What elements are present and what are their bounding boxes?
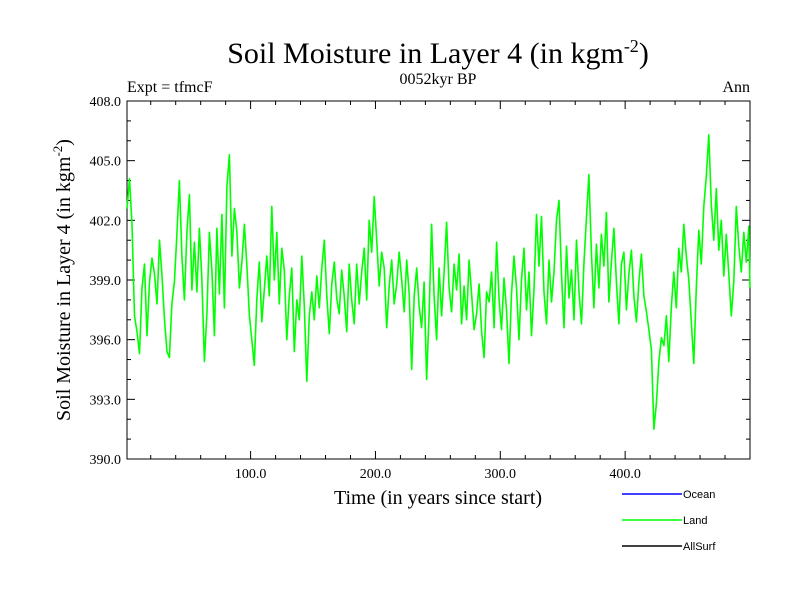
x-tick-label-3: 400.0 xyxy=(609,467,641,482)
y-tick-label-1: 393.0 xyxy=(90,393,122,408)
x-tick-label-0: 100.0 xyxy=(235,467,267,482)
y-axis: 390.0 393.0 396.0 399.0 402.0 405.0 408.0 xyxy=(90,95,750,468)
y-axis-label-superscript: -2 xyxy=(50,146,65,157)
y-tick-label-0: 390.0 xyxy=(90,453,122,468)
x-axis-label: Time (in years since start) xyxy=(334,487,542,509)
y-axis-label: Soil Moisture in Layer 4 (in kgm-2) xyxy=(50,139,75,421)
series-line-land xyxy=(126,134,751,430)
x-tick-label-2: 300.0 xyxy=(485,467,517,482)
legend-label-ocean: Ocean xyxy=(683,489,715,501)
chart-subtitle: 0052kyr BP xyxy=(400,71,477,88)
y-tick-label-2: 396.0 xyxy=(90,334,122,349)
experiment-label: Expt = tfmcF xyxy=(127,79,213,96)
plot-area: 390.0 393.0 396.0 399.0 402.0 405.0 408.0 100.… xyxy=(90,95,751,482)
y-tick-label-4: 402.0 xyxy=(90,214,122,229)
season-label: Ann xyxy=(722,79,750,96)
legend-label-allsurf: AllSurf xyxy=(683,541,716,553)
y-tick-label-5: 405.0 xyxy=(90,155,122,170)
y-axis-label-main: Soil Moisture in Layer 4 (in kgm xyxy=(53,156,75,421)
chart-title-close: ) xyxy=(639,37,649,70)
series-layer xyxy=(126,134,751,430)
legend-label-land: Land xyxy=(683,515,707,527)
y-tick-label-3: 399.0 xyxy=(90,274,122,289)
legend: Ocean Land AllSurf xyxy=(622,489,716,553)
chart-title-superscript: -2 xyxy=(624,36,639,56)
x-tick-label-1: 200.0 xyxy=(360,467,392,482)
x-axis: 100.0 200.0 300.0 400.0 xyxy=(150,101,726,482)
chart-title: Soil Moisture in Layer 4 (in kgm-2) xyxy=(227,36,649,70)
y-axis-label-close: ) xyxy=(53,139,75,146)
y-tick-label-6: 408.0 xyxy=(90,95,122,110)
chart-title-main: Soil Moisture in Layer 4 (in kgm xyxy=(227,37,624,70)
